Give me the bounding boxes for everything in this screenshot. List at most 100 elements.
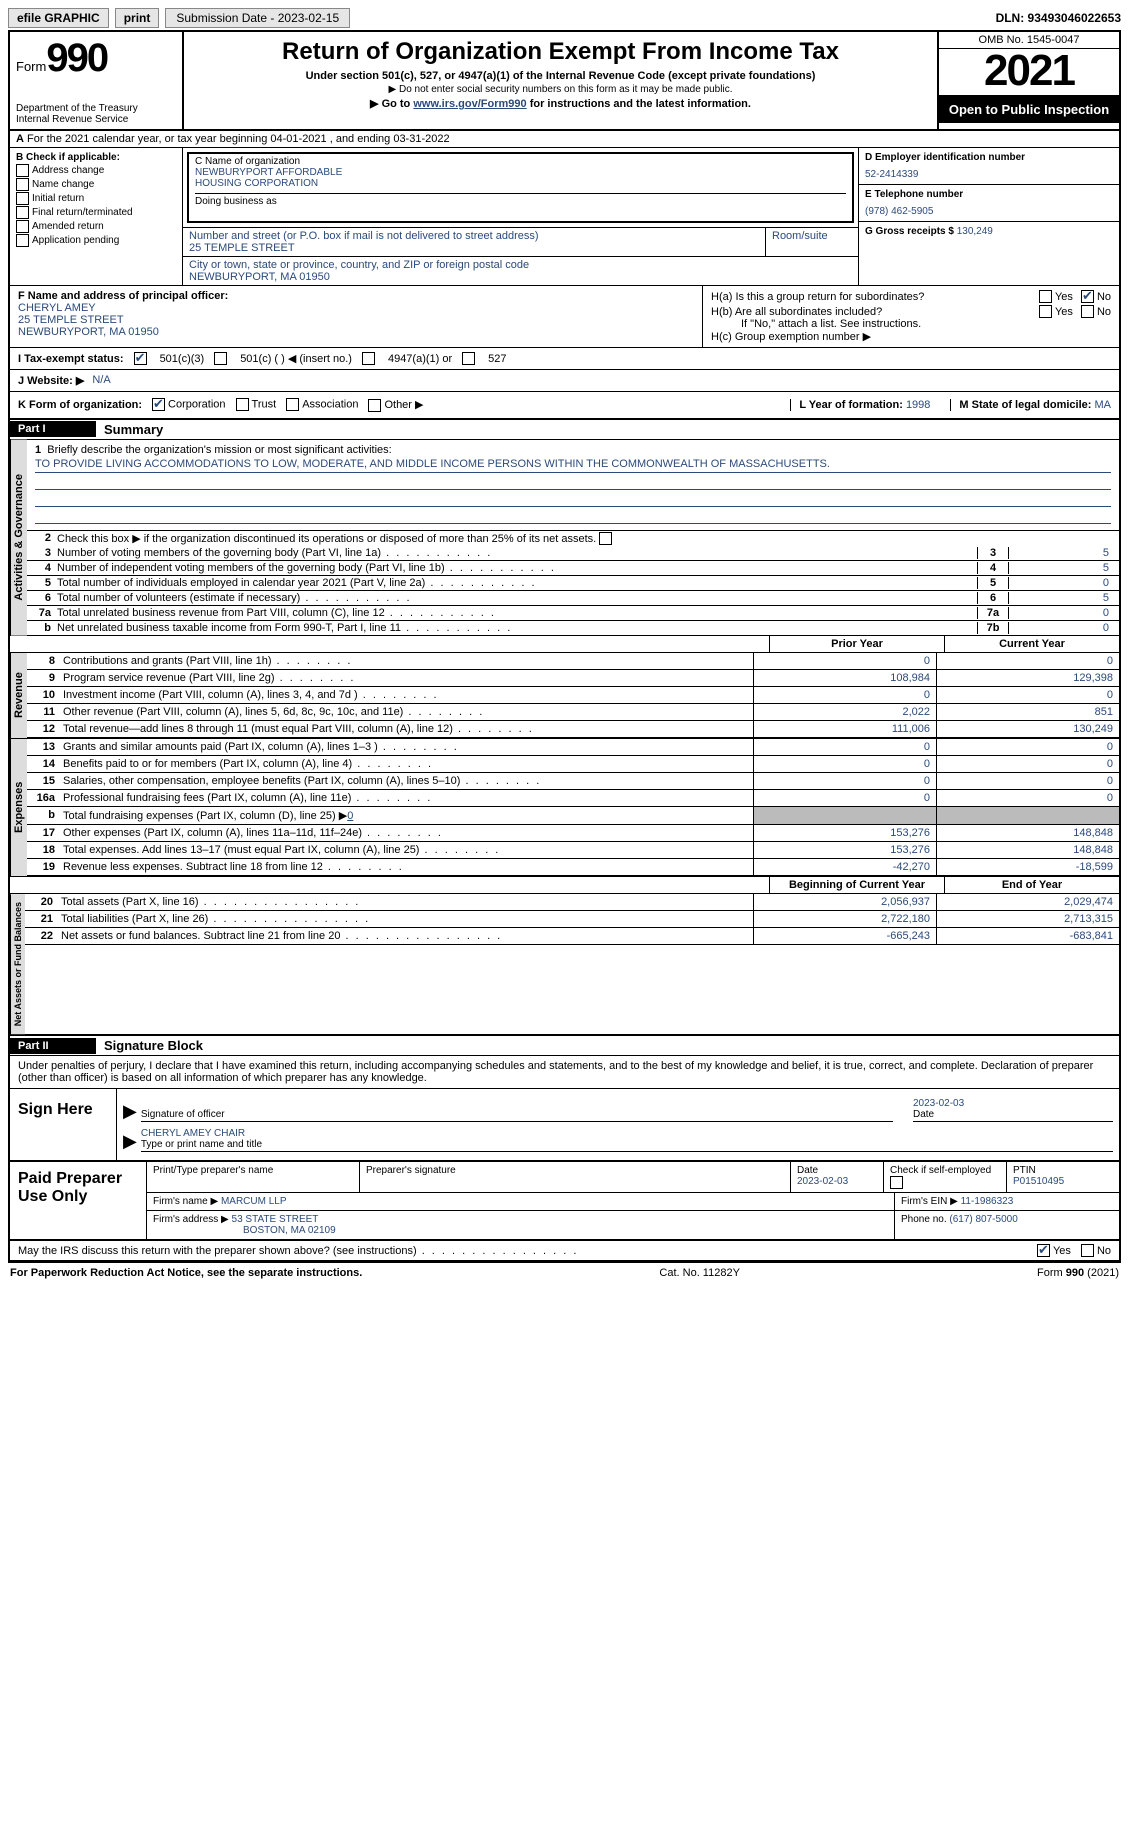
hb-yes-label: Yes: [1055, 306, 1073, 318]
lbl-assoc: Association: [302, 399, 358, 411]
print-button[interactable]: print: [115, 8, 160, 28]
checkbox-final-return[interactable]: [16, 206, 29, 219]
checkbox-initial-return[interactable]: [16, 192, 29, 205]
ck-other[interactable]: [368, 399, 381, 412]
org-name-1: NEWBURYPORT AFFORDABLE: [195, 167, 846, 178]
ha-no-checkbox[interactable]: [1081, 290, 1094, 303]
subtitle-2: ▶ Do not enter social security numbers o…: [190, 84, 931, 95]
hb-no-label: No: [1097, 306, 1111, 318]
ha-yes-checkbox[interactable]: [1039, 290, 1052, 303]
mission-blank1: [35, 475, 1111, 490]
lbl-other: Other ▶: [384, 399, 423, 411]
lbl-name-change: Name change: [32, 179, 94, 190]
line-20: 20Total assets (Part X, line 16)2,056,93…: [25, 894, 1119, 911]
year-form-label: L Year of formation:: [799, 399, 906, 411]
hb-no-checkbox[interactable]: [1081, 305, 1094, 318]
ck-4947[interactable]: [362, 352, 375, 365]
officer-addr2: NEWBURYPORT, MA 01950: [18, 326, 694, 338]
tax-year: 2021: [939, 49, 1119, 96]
checkbox-address-change[interactable]: [16, 164, 29, 177]
firm-addr2: BOSTON, MA 02109: [243, 1225, 336, 1236]
may-discuss-row: May the IRS discuss this return with the…: [10, 1241, 1119, 1261]
hc-label: H(c) Group exemption number ▶: [711, 330, 1111, 343]
line-14: 14Benefits paid to or for members (Part …: [27, 756, 1119, 773]
form-number: 990: [46, 36, 107, 80]
form-org-label: K Form of organization:: [18, 399, 142, 411]
irs-link[interactable]: www.irs.gov/Form990: [413, 98, 526, 110]
city-row: City or town, state or province, country…: [183, 256, 858, 285]
row-k: K Form of organization: Corporation Trus…: [10, 392, 1119, 420]
block-fh: F Name and address of principal officer:…: [10, 286, 1119, 348]
dept-line2: Internal Revenue Service: [16, 114, 176, 125]
checkbox-amended[interactable]: [16, 220, 29, 233]
sig-date-val: 2023-02-03: [913, 1098, 1113, 1109]
self-emp-checkbox[interactable]: [890, 1176, 903, 1189]
line-10: 10Investment income (Part VIII, column (…: [27, 687, 1119, 704]
line-15: 15Salaries, other compensation, employee…: [27, 773, 1119, 790]
prior-year-hdr: Prior Year: [769, 636, 944, 652]
checkbox-name-change[interactable]: [16, 178, 29, 191]
firm-label: Firm's name ▶: [153, 1196, 218, 1207]
ck-501c[interactable]: [214, 352, 227, 365]
ha-no-label: No: [1097, 291, 1111, 303]
firm-addr-label: Firm's address ▶: [153, 1214, 229, 1225]
sig-officer-label: Signature of officer: [141, 1109, 225, 1120]
city-value: NEWBURYPORT, MA 01950: [189, 271, 852, 283]
line16b-val[interactable]: 0: [347, 810, 353, 822]
officer-name: CHERYL AMEY: [18, 302, 694, 314]
line-18: 18Total expenses. Add lines 13–17 (must …: [27, 842, 1119, 859]
lbl-4947: 4947(a)(1) or: [388, 353, 452, 365]
current-year-hdr: Current Year: [944, 636, 1119, 652]
may-yes-checkbox[interactable]: [1037, 1244, 1050, 1257]
ha-yes-label: Yes: [1055, 291, 1073, 303]
col-b: B Check if applicable: Address change Na…: [10, 148, 183, 285]
sig-name-label: Type or print name and title: [141, 1139, 262, 1150]
state-dom-val: MA: [1095, 399, 1112, 411]
firm-addr1: 53 STATE STREET: [232, 1214, 319, 1225]
may-yes-label: Yes: [1053, 1245, 1071, 1257]
sig-officer-field: Signature of officer: [141, 1095, 893, 1122]
ck-assoc[interactable]: [286, 398, 299, 411]
col-f: F Name and address of principal officer:…: [10, 286, 703, 347]
ck-527[interactable]: [462, 352, 475, 365]
dept-line1: Department of the Treasury: [16, 103, 176, 114]
tax-status-label: I Tax-exempt status:: [18, 353, 124, 365]
org-name-box: C Name of organization NEWBURYPORT AFFOR…: [187, 152, 854, 223]
checkbox-app-pending[interactable]: [16, 234, 29, 247]
may-no-checkbox[interactable]: [1081, 1244, 1094, 1257]
lbl-501c3: 501(c)(3): [160, 353, 205, 365]
ck-501c3[interactable]: [134, 352, 147, 365]
addr-value: 25 TEMPLE STREET: [189, 242, 759, 254]
ck-trust[interactable]: [236, 398, 249, 411]
tel-label: E Telephone number: [865, 189, 963, 200]
line2-text: Check this box ▶ if the organization dis…: [57, 533, 596, 545]
gov-line-3: 3Number of voting members of the governi…: [27, 546, 1119, 561]
lbl-address-change: Address change: [32, 165, 104, 176]
year-form-val: 1998: [906, 399, 930, 411]
sub3-post: for instructions and the latest informat…: [527, 98, 751, 110]
line-8: 8Contributions and grants (Part VIII, li…: [27, 653, 1119, 670]
page-footer: For Paperwork Reduction Act Notice, see …: [8, 1263, 1121, 1283]
line-16b: b Total fundraising expenses (Part IX, c…: [27, 807, 1119, 825]
sub3-pre: ▶ Go to: [370, 98, 413, 110]
footer-left: For Paperwork Reduction Act Notice, see …: [10, 1267, 362, 1279]
revenue-block: Revenue 8Contributions and grants (Part …: [10, 653, 1119, 739]
prep-sig-label: Preparer's signature: [360, 1162, 791, 1192]
prep-date-label: Date: [797, 1165, 818, 1176]
lbl-initial-return: Initial return: [32, 193, 84, 204]
line2-checkbox[interactable]: [599, 532, 612, 545]
header-mid: Return of Organization Exempt From Incom…: [184, 32, 937, 129]
line-11: 11Other revenue (Part VIII, column (A), …: [27, 704, 1119, 721]
row-i: I Tax-exempt status: 501(c)(3) 501(c) ( …: [10, 348, 1119, 370]
ck-corp[interactable]: [152, 398, 165, 411]
hb-yes-checkbox[interactable]: [1039, 305, 1052, 318]
room-label: Room/suite: [766, 228, 858, 256]
sig-intro: Under penalties of perjury, I declare th…: [10, 1056, 1119, 1089]
col-d: D Employer identification number 52-2414…: [859, 148, 1119, 285]
prior-current-header: Prior Year Current Year: [10, 636, 1119, 653]
officer-label: F Name and address of principal officer:: [18, 290, 228, 302]
boy-eoy-header: Beginning of Current Year End of Year: [10, 877, 1119, 894]
lbl-trust: Trust: [252, 399, 277, 411]
efile-button[interactable]: efile GRAPHIC: [8, 8, 109, 28]
sign-here-block: Sign Here ▶ Signature of officer 2023-02…: [10, 1089, 1119, 1162]
